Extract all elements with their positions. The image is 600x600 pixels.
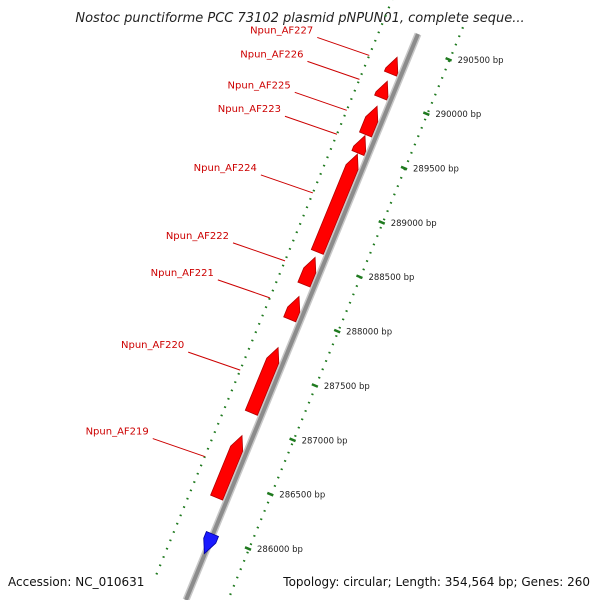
tick-label-9: 286000 bp — [257, 545, 303, 555]
gene-Npun_AF222 — [297, 256, 317, 288]
tick-mark-2 — [400, 165, 408, 171]
gene-Npun_AF220 — [244, 346, 280, 416]
topology-summary-text: Topology: circular; Length: 354,564 bp; … — [282, 575, 590, 589]
gene-label-Npun_AF225: Npun_AF225 — [228, 80, 291, 91]
tick-label-6: 287500 bp — [324, 382, 370, 392]
tick-label-8: 286500 bp — [279, 491, 325, 501]
gene-label-Npun_AF226: Npun_AF226 — [240, 49, 303, 60]
tick-mark-3 — [378, 220, 386, 225]
tick-label-0: 290500 bp — [458, 56, 504, 66]
gene-Npun_AF224 — [310, 153, 359, 255]
tick-label-5: 288000 bp — [346, 328, 392, 338]
gene-Npun_AF227 — [383, 56, 399, 77]
gene-label-Npun_AF219: Npun_AF219 — [86, 427, 149, 438]
leader-Npun_AF220 — [188, 351, 241, 371]
leader-Npun_AF222 — [232, 242, 286, 262]
tick-mark-0 — [445, 56, 453, 62]
gene-label-Npun_AF221: Npun_AF221 — [151, 268, 214, 279]
tick-mark-1 — [422, 111, 430, 117]
tick-label-4: 288500 bp — [368, 273, 414, 283]
tick-mark-9 — [244, 546, 252, 551]
leader-Npun_AF221 — [217, 279, 271, 299]
tick-label-1: 290000 bp — [435, 110, 481, 120]
tick-label-3: 289000 bp — [391, 219, 437, 229]
tick-mark-8 — [266, 491, 274, 497]
gene-label-Npun_AF224: Npun_AF224 — [194, 163, 257, 174]
map-title: Nostoc punctiforme PCC 73102 plasmid pNP… — [75, 11, 524, 26]
leader-Npun_AF223 — [284, 115, 338, 135]
gene-label-Npun_AF227: Npun_AF227 — [250, 25, 313, 36]
gene-labels: Npun_AF227 Npun_AF226 Npun_AF225 Npun_AF224… — [86, 25, 370, 458]
tick-label-2: 289500 bp — [413, 165, 459, 175]
gene-features — [203, 56, 399, 555]
tick-mark-6 — [311, 383, 319, 388]
gene-Npun_AF221 — [283, 295, 301, 323]
gene-label-Npun_AF223: Npun_AF223 — [218, 104, 281, 115]
accession-text: Accession: NC_010631 — [8, 575, 144, 589]
leader-Npun_AF225 — [294, 91, 347, 111]
leader-Npun_AF219 — [152, 438, 205, 458]
leader-Npun_AF227 — [317, 36, 370, 56]
gene-unlabeled-9 — [203, 530, 220, 555]
leader-Npun_AF224 — [260, 174, 314, 194]
tick-mark-5 — [333, 328, 341, 334]
gene-Npun_AF226 — [374, 80, 389, 101]
gene-Npun_AF219 — [210, 434, 244, 501]
gene-label-Npun_AF222: Npun_AF222 — [166, 231, 229, 242]
tick-label-7: 287000 bp — [302, 436, 348, 446]
gene-label-Npun_AF220: Npun_AF220 — [121, 340, 184, 351]
scale-ticks: 290500 bp 290000 bp 289500 bp 289000 bp 2885… — [244, 56, 504, 555]
tick-mark-4 — [355, 274, 363, 280]
gene-Npun_AF223 — [351, 134, 367, 157]
gene-Npun_AF225 — [358, 105, 379, 138]
plasmid-backbone — [182, 32, 422, 600]
tick-mark-7 — [289, 437, 297, 443]
leader-Npun_AF226 — [307, 60, 360, 80]
